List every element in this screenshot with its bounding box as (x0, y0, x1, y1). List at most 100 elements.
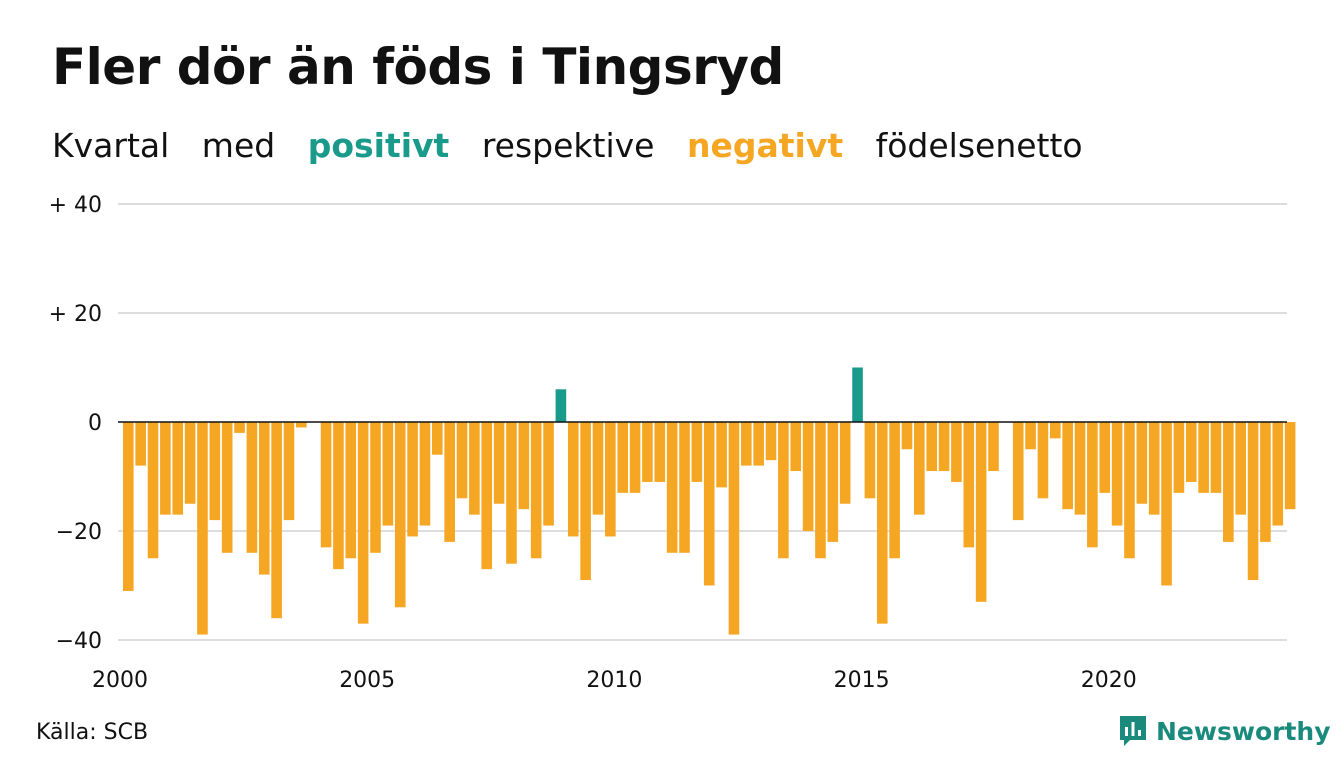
bar-negative (506, 422, 517, 564)
bar-negative (1037, 422, 1049, 499)
bar-negative (407, 422, 418, 537)
brand-logo[interactable]: Newsworthy (1118, 714, 1331, 748)
bar-negative (135, 422, 146, 466)
bar-negative (790, 422, 802, 472)
bar-negative (530, 422, 542, 559)
bar-negative (864, 422, 876, 499)
bar-negative (1062, 422, 1073, 510)
bar-negative (444, 422, 455, 542)
bar-negative (258, 422, 270, 575)
bar-negative (1136, 422, 1148, 504)
bar-negative (963, 422, 975, 548)
bar-negative (184, 422, 196, 504)
bar-negative (1148, 422, 1160, 515)
bar-negative (320, 422, 332, 548)
bar-negative (234, 422, 245, 433)
bar-negative (1074, 422, 1086, 515)
bar-negative (172, 422, 184, 515)
bar-negative (1198, 422, 1209, 493)
bar-negative (765, 422, 777, 461)
grid-lines (118, 203, 1287, 641)
bar-negative (246, 422, 258, 553)
bar-negative (753, 422, 764, 466)
bar-negative (1161, 422, 1172, 586)
bar-negative (345, 422, 357, 559)
bar-negative (1025, 422, 1036, 450)
bar-negative (654, 422, 666, 482)
bar-positive (555, 389, 567, 422)
bar-negative (1235, 422, 1246, 515)
bar-negative (160, 422, 171, 515)
bar-negative (926, 422, 937, 472)
bar-negative (357, 422, 369, 624)
bar-negative (703, 422, 715, 586)
bar-negative (1099, 422, 1111, 493)
bar-positive (852, 367, 863, 422)
bar-negative (147, 422, 159, 559)
bar-negative (1260, 422, 1271, 542)
bar-negative (691, 422, 703, 482)
y-axis-labels: + 40 + 20 0 −20 −40 (49, 193, 102, 654)
bar-negative (988, 422, 999, 472)
bar-negative (815, 422, 826, 559)
bar-negative (938, 422, 950, 472)
x-tick-label: 2000 (92, 668, 148, 693)
bar-negative (370, 422, 381, 553)
bar-negative (629, 422, 641, 493)
bar-negative (1111, 422, 1123, 526)
y-tick-label: + 40 (49, 193, 102, 218)
bar-negative (1124, 422, 1135, 559)
bar-negative (1173, 422, 1185, 493)
bar-negative (333, 422, 344, 570)
bar-negative (271, 422, 282, 619)
bar-negative (1247, 422, 1259, 581)
bar-negative (221, 422, 233, 553)
bar-negative (518, 422, 530, 510)
source-note: Källa: SCB (36, 720, 149, 745)
bar-negative (1087, 422, 1098, 548)
y-tick-label: 0 (88, 411, 102, 436)
bar-negative (1012, 422, 1024, 521)
bar-negative (605, 422, 616, 537)
bar-negative (493, 422, 505, 504)
bar-negative (209, 422, 221, 521)
x-axis-labels: 2000 2005 2010 2015 2020 (92, 668, 1137, 693)
bar-negative (456, 422, 468, 499)
bar-negative (901, 422, 913, 450)
bar-negative (296, 422, 307, 428)
bar-negative (839, 422, 851, 504)
brand-name: Newsworthy (1156, 716, 1331, 746)
subtitle-positive-label: positivt (307, 126, 450, 165)
bar-negative (1050, 422, 1061, 439)
x-tick-label: 2005 (339, 668, 395, 693)
bar-negative (481, 422, 493, 570)
bar-negative (1284, 422, 1296, 510)
bar-negative (617, 422, 628, 493)
bar-negative (716, 422, 727, 488)
bar-negative (283, 422, 295, 521)
bar-negative (567, 422, 579, 537)
x-tick-label: 2020 (1081, 668, 1137, 693)
subtitle-word: födelsenetto (875, 126, 1083, 165)
bar-negative (889, 422, 900, 559)
bar-negative (382, 422, 394, 526)
bar-negative (432, 422, 443, 455)
bar-negative (1223, 422, 1234, 542)
bar-negative (197, 422, 208, 635)
bar-negative (728, 422, 740, 635)
bar-negative (394, 422, 406, 608)
bar-negative (914, 422, 925, 515)
bar-negative (666, 422, 678, 553)
bar-negative (1272, 422, 1284, 526)
bar-negative (592, 422, 604, 515)
bar-negative (419, 422, 431, 526)
bar-negative (123, 422, 134, 591)
x-tick-label: 2010 (586, 668, 642, 693)
y-tick-label: −40 (56, 629, 102, 654)
bar-negative (580, 422, 591, 581)
bar-negative (951, 422, 962, 482)
y-tick-label: + 20 (49, 302, 102, 327)
bar-negative (469, 422, 480, 515)
bar-negative (679, 422, 690, 553)
